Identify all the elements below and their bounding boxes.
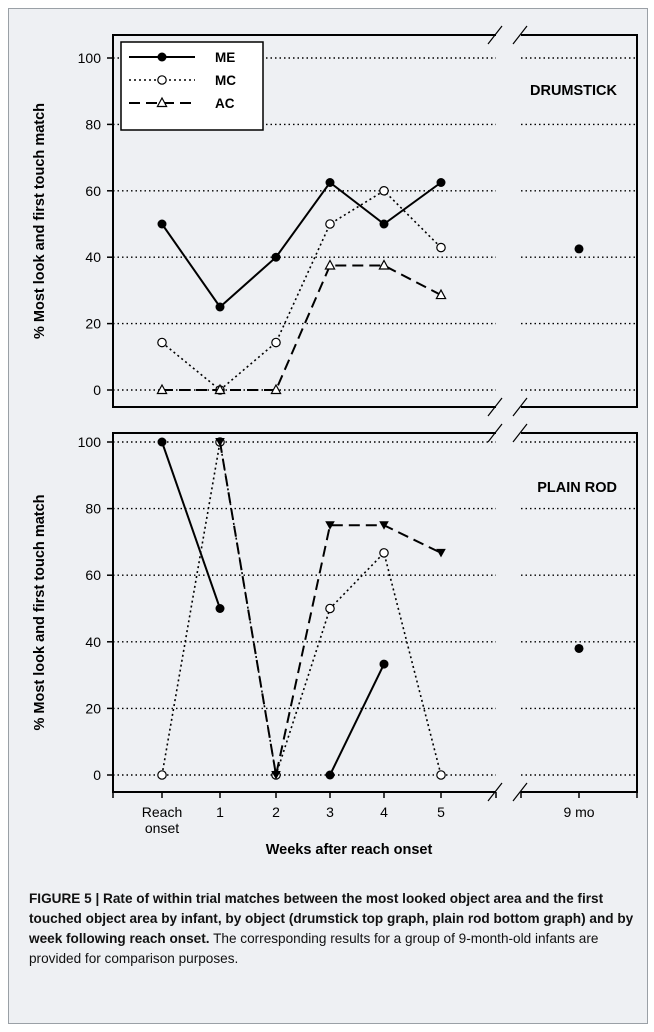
axis-break-mark bbox=[512, 397, 528, 417]
x-tick-label: 9 mo bbox=[563, 804, 594, 820]
axis-break-mark bbox=[487, 782, 503, 802]
figure-frame: 0 20 40 60 80 100% Most look and first touch … bbox=[8, 8, 648, 1024]
series-mc bbox=[157, 186, 446, 395]
legend-marker bbox=[157, 52, 167, 62]
y-tick-label: 80 bbox=[85, 501, 101, 517]
data-point bbox=[157, 437, 167, 447]
axis-break-mark bbox=[512, 25, 528, 45]
axis-break-mark bbox=[512, 782, 528, 802]
panel-title: DRUMSTICK bbox=[530, 83, 618, 99]
y-tick-label: 60 bbox=[85, 567, 101, 583]
y-tick-label: 0 bbox=[93, 767, 101, 783]
axis-break-mark bbox=[487, 25, 503, 45]
y-tick-label: 80 bbox=[85, 116, 101, 132]
data-point bbox=[378, 259, 390, 270]
data-point bbox=[379, 521, 389, 530]
y-tick-label: 40 bbox=[85, 634, 101, 650]
panel-1: 0 20 40 60 80 100 Reach onset 1 2 3 4 5 9 mo Weeks aft… bbox=[32, 423, 638, 858]
series-line bbox=[161, 441, 221, 609]
data-point bbox=[379, 219, 389, 229]
data-point bbox=[157, 770, 167, 780]
data-point bbox=[436, 548, 446, 558]
data-point bbox=[574, 643, 584, 653]
y-tick-label: 40 bbox=[85, 249, 101, 265]
y-tick-label: 20 bbox=[85, 316, 101, 332]
panel-title: PLAIN ROD bbox=[537, 480, 617, 496]
series-line bbox=[329, 663, 385, 776]
data-point bbox=[215, 302, 225, 312]
x-tick-label: 3 bbox=[326, 804, 334, 820]
caption-title: FIGURE 5 | Rate of within trial matches … bbox=[29, 891, 634, 946]
data-point bbox=[156, 383, 168, 395]
panel-0: 0 20 40 60 80 100 % Most look and first touch … bbox=[32, 25, 638, 417]
legend-marker bbox=[157, 75, 167, 85]
legend-label: AC bbox=[215, 96, 235, 111]
y-tick-label: 100 bbox=[78, 50, 102, 66]
data-point bbox=[157, 219, 167, 229]
data-point bbox=[325, 770, 335, 780]
data-point bbox=[271, 337, 281, 348]
data-point bbox=[270, 383, 282, 395]
data-point bbox=[325, 521, 335, 530]
legend-marker bbox=[156, 96, 168, 108]
series-mc bbox=[157, 437, 446, 780]
x-tick-label: Reach onset bbox=[142, 804, 182, 836]
x-axis-label: Weeks after reach onset bbox=[266, 842, 433, 858]
series-line bbox=[162, 264, 442, 391]
series-line bbox=[219, 441, 442, 776]
legend: ME MC AC bbox=[120, 41, 264, 131]
data-point bbox=[324, 259, 336, 270]
data-point bbox=[271, 771, 281, 780]
series-me bbox=[157, 178, 584, 312]
legend-label: MC bbox=[215, 73, 236, 88]
data-point bbox=[271, 252, 281, 262]
data-point bbox=[436, 770, 446, 780]
caption-text: The corresponding results for a group of… bbox=[29, 931, 599, 966]
series-me bbox=[157, 437, 584, 780]
x-tick-label: 2 bbox=[272, 804, 280, 820]
data-point bbox=[379, 659, 389, 669]
x-tick-label: 4 bbox=[380, 804, 388, 820]
legend-label: ME bbox=[215, 50, 235, 65]
y-tick-label: 60 bbox=[85, 183, 101, 199]
y-tick-label: 20 bbox=[85, 700, 101, 716]
data-point bbox=[215, 438, 225, 447]
series-ac bbox=[215, 438, 446, 780]
series-line bbox=[161, 441, 442, 776]
data-point bbox=[379, 186, 389, 196]
y-tick-label: 100 bbox=[78, 434, 102, 450]
x-tick-label: 1 bbox=[216, 804, 224, 820]
axis-break-mark bbox=[487, 397, 503, 417]
data-point bbox=[215, 604, 225, 613]
data-point bbox=[325, 219, 335, 229]
axis-break-mark bbox=[512, 423, 528, 443]
data-point bbox=[435, 288, 447, 300]
data-point bbox=[436, 178, 446, 187]
series-line bbox=[161, 189, 442, 392]
data-point bbox=[325, 178, 335, 187]
data-point bbox=[157, 337, 167, 348]
series-ac bbox=[156, 259, 447, 395]
axes-frame bbox=[112, 34, 638, 408]
y-tick-label: 0 bbox=[93, 382, 101, 398]
axis-break-mark bbox=[487, 423, 503, 443]
data-point bbox=[574, 244, 584, 254]
y-axis-label: % Most look and first touch match bbox=[32, 494, 48, 730]
y-axis-label: % Most look and first touch match bbox=[32, 103, 48, 339]
series-line bbox=[161, 181, 442, 309]
data-point bbox=[436, 242, 446, 253]
data-point bbox=[214, 383, 226, 395]
x-tick-label: 5 bbox=[437, 804, 445, 820]
data-point bbox=[325, 603, 335, 614]
legend-box bbox=[120, 41, 264, 131]
figure-caption: FIGURE 5 | Rate of within trial matches … bbox=[29, 889, 649, 969]
data-point bbox=[379, 548, 389, 558]
